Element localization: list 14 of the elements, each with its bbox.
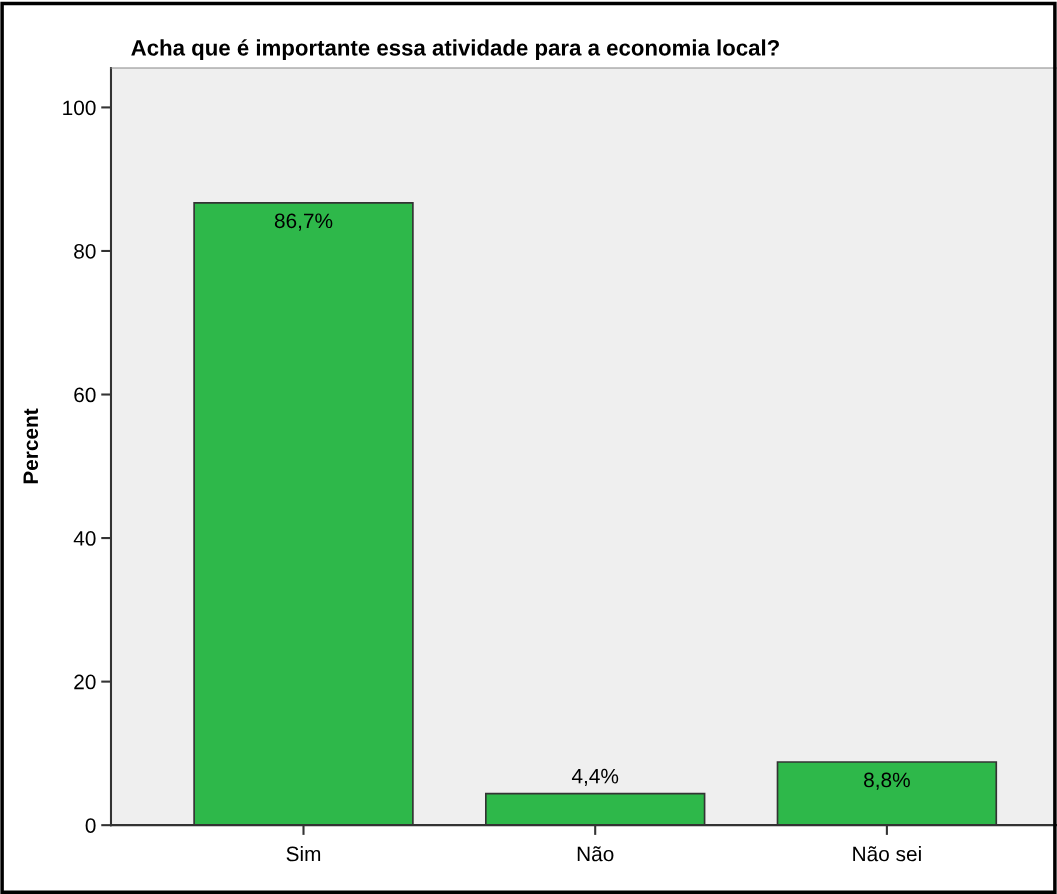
y-tick-label: 60	[74, 387, 96, 403]
data-label: 4,4%	[571, 768, 619, 786]
chart-title: Acha que é importante essa atividade para a economia local?	[131, 39, 779, 61]
y-tick-label: 100	[63, 100, 96, 116]
data-label: 8,8%	[864, 772, 910, 790]
x-tick-label: Não	[577, 846, 614, 862]
x-tick-label: Sim	[286, 846, 321, 862]
x-tick-label: Não sei	[853, 846, 921, 862]
y-tick-label: 80	[74, 243, 96, 259]
y-tick-label: 20	[74, 674, 96, 690]
y-tick-label: 0	[85, 818, 96, 833]
y-axis-title: Percent	[23, 408, 39, 484]
data-label: 86,7%	[274, 213, 333, 231]
y-tick-label: 40	[73, 531, 96, 546]
